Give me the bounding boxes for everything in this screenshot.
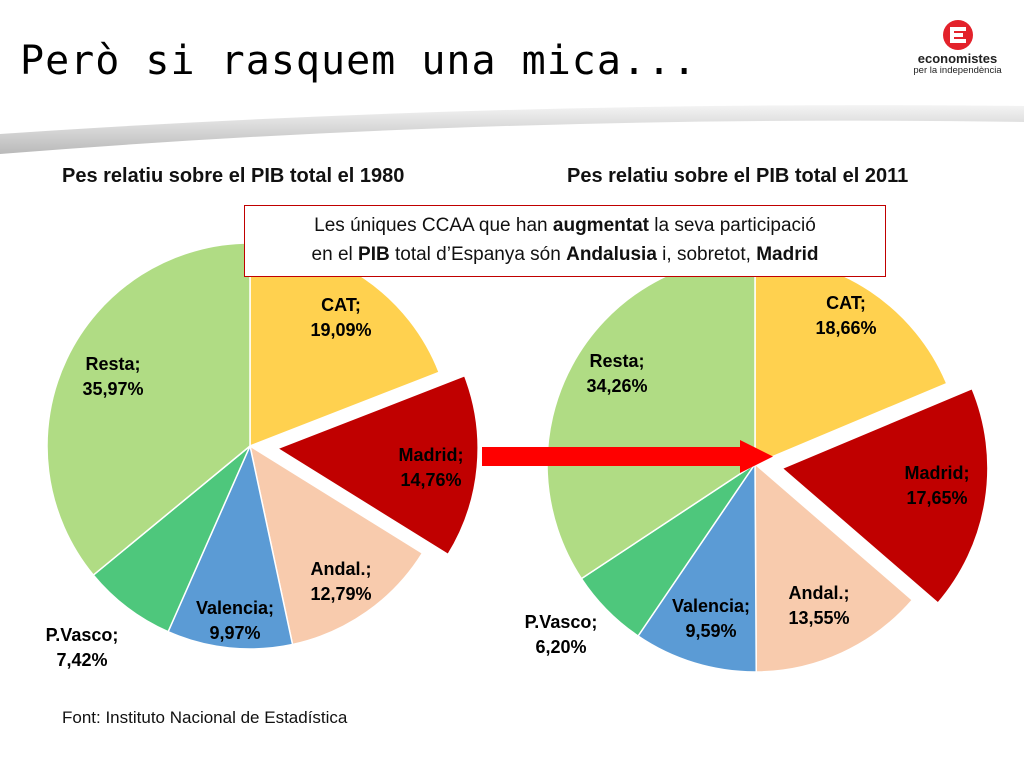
logo-tagline: per la independència	[913, 65, 1002, 76]
logo-name: economistes	[917, 51, 998, 66]
slice-label-name: Andal.;	[789, 583, 850, 603]
slice-label-cat: CAT; 19,09%	[310, 295, 371, 340]
slice-label-p-vasco: P.Vasco; 6,20%	[525, 612, 598, 657]
callout-text: en el	[311, 244, 359, 265]
slice-label-andal: Andal.; 12,79%	[310, 559, 371, 604]
pie-chart-1: CAT; 18,66% Madrid; 17,65% Andal.; 13,55% Vale…	[525, 255, 991, 673]
callout-emph-madrid: Madrid	[756, 244, 819, 265]
slice-value-label: 18,66%	[815, 318, 876, 338]
callout-text: total d’Espanya són	[389, 244, 567, 265]
slice-value-label: 9,97%	[209, 623, 260, 643]
slide-title: Però si rasquem una mica...	[20, 38, 698, 84]
slice-label-cat: CAT; 18,66%	[815, 293, 876, 338]
slice-value-label: 19,09%	[310, 320, 371, 340]
callout-text: Les úniques CCAA que han	[314, 215, 553, 236]
pie-chart-0: CAT; 19,09% Madrid; 14,76% Andal.; 12,79% Vale…	[46, 242, 481, 670]
source-note: Font: Instituto Nacional de Estadística	[62, 708, 348, 727]
slice-value-label: 13,55%	[788, 608, 849, 628]
slice-label-andal: Andal.; 13,55%	[788, 583, 849, 628]
callout-emph-pib: PIB	[358, 244, 390, 265]
slice-value-label: 9,59%	[685, 621, 736, 641]
arrow-head-icon	[740, 440, 773, 473]
slice-value-label: 17,65%	[906, 488, 967, 508]
pie-slice-madrid	[777, 385, 991, 607]
callout-text: i, sobretot,	[656, 244, 757, 265]
slice-label-name: Resta;	[85, 354, 140, 374]
callout-text: la seva participació	[648, 215, 816, 236]
slice-label-madrid: Madrid; 17,65%	[905, 463, 970, 508]
slice-label-name: Valencia;	[672, 596, 750, 616]
slice-value-label: 12,79%	[310, 584, 371, 604]
chart-title-2011: Pes relatiu sobre el PIB total el 2011	[567, 165, 909, 187]
slice-label-name: P.Vasco;	[46, 625, 119, 645]
header-swoosh	[0, 105, 1024, 154]
slice-value-label: 34,26%	[586, 376, 647, 396]
logo-mark-icon	[942, 20, 973, 50]
pie-slice-valencia	[167, 443, 294, 650]
slice-label-name: CAT;	[321, 295, 361, 315]
slice-label-resta: Resta; 34,26%	[586, 351, 647, 396]
slice-value-label: 35,97%	[82, 379, 143, 399]
slice-label-valencia: Valencia; 9,59%	[672, 596, 750, 641]
pie-slice-andal	[248, 444, 424, 646]
chart-title-1980: Pes relatiu sobre el PIB total el 1980	[62, 165, 405, 187]
pie-slice-madrid	[272, 372, 481, 558]
callout-emph-augmentat: augmentat	[552, 215, 649, 236]
slice-value-label: 14,76%	[400, 470, 461, 490]
slice-label-name: Andal.;	[311, 559, 372, 579]
slice-label-name: Valencia;	[196, 598, 274, 618]
slice-label-madrid: Madrid; 14,76%	[399, 445, 464, 490]
callout-box: Les úniques CCAA que han augmentat la se…	[244, 205, 886, 277]
slice-label-resta: Resta; 35,97%	[82, 354, 143, 399]
callout-emph-andalusia: Andalusia	[566, 244, 657, 265]
slice-label-p-vasco: P.Vasco; 7,42%	[46, 625, 119, 670]
pie-slice-valencia	[637, 461, 757, 673]
slice-label-name: P.Vasco;	[525, 612, 598, 632]
slice-value-label: 6,20%	[535, 637, 586, 657]
slice-value-label: 7,42%	[56, 650, 107, 670]
slice-label-name: Resta;	[589, 351, 644, 371]
pie-slice-andal	[754, 462, 914, 673]
arrow-shaft	[482, 447, 742, 466]
slice-label-name: Madrid;	[399, 445, 464, 465]
pie-slice-resta	[46, 242, 251, 577]
slice-label-valencia: Valencia; 9,97%	[196, 598, 274, 643]
slice-label-name: CAT;	[826, 293, 866, 313]
slice-label-name: Madrid;	[905, 463, 970, 483]
logo: economistes per la independència	[905, 18, 1010, 76]
